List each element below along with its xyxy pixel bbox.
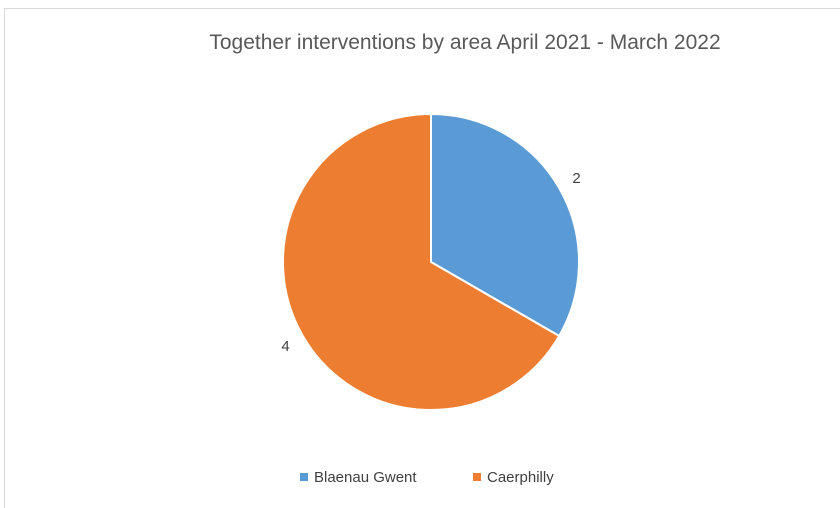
pie-slices [282, 112, 580, 411]
chart-title: Together interventions by area April 202… [209, 31, 720, 54]
legend: Blaenau Gwent Caerphilly [300, 469, 554, 486]
legend-label-caerphilly: Caerphilly [487, 469, 554, 486]
legend-swatch-blaenau-gwent [300, 473, 308, 481]
data-label-caerphilly: 4 [281, 338, 289, 355]
data-labels: 24 [281, 170, 580, 355]
legend-label-blaenau-gwent: Blaenau Gwent [314, 469, 417, 486]
legend-swatch-caerphilly [473, 473, 481, 481]
pie-slice-caerphilly [282, 112, 561, 411]
pie-slice-blaenau-gwent [430, 112, 580, 338]
data-label-blaenau-gwent: 2 [572, 170, 580, 187]
legend-item-caerphilly: Caerphilly [473, 469, 554, 486]
legend-item-blaenau-gwent: Blaenau Gwent [300, 469, 417, 486]
